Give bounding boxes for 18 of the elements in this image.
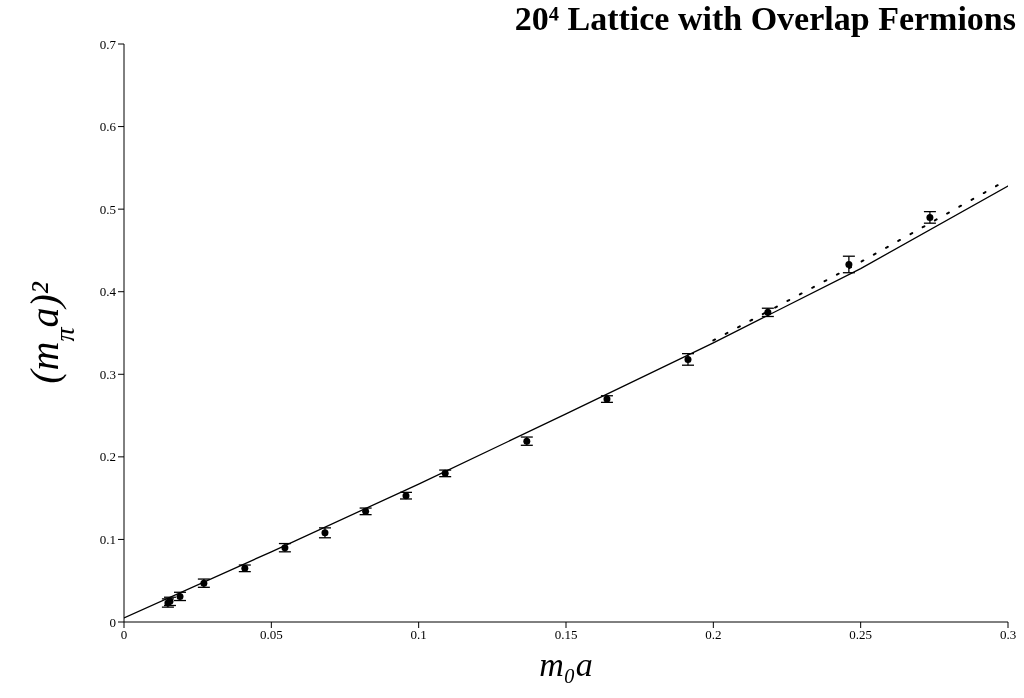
x-tick-label: 0.25	[849, 627, 873, 643]
x-tick-label: 0.1	[410, 627, 427, 643]
x-tick-label: 0	[120, 627, 128, 643]
x-axis-title: m₀a	[539, 646, 593, 683]
y-tick-label: 0.3	[99, 366, 116, 382]
point	[845, 260, 853, 268]
x-tick-label: 0.15	[554, 627, 578, 643]
y-tick-label: 0.2	[99, 449, 116, 465]
y-tick-label: 0.4	[99, 284, 117, 300]
y-tick-label: 0.7	[99, 36, 117, 52]
x-tick-label: 0.3	[999, 627, 1017, 643]
chart-title: 20⁴ Lattice with Overlap Fermions	[514, 0, 1016, 38]
y-tick-label: 0.1	[99, 532, 116, 548]
x-tick-label: 0.2	[705, 627, 722, 643]
y-tick-label: 0.6	[99, 119, 117, 135]
y-tick-label: 0.5	[99, 201, 116, 217]
x-tick-label: 0.05	[259, 627, 283, 643]
y-tick-label: 0	[109, 614, 116, 630]
